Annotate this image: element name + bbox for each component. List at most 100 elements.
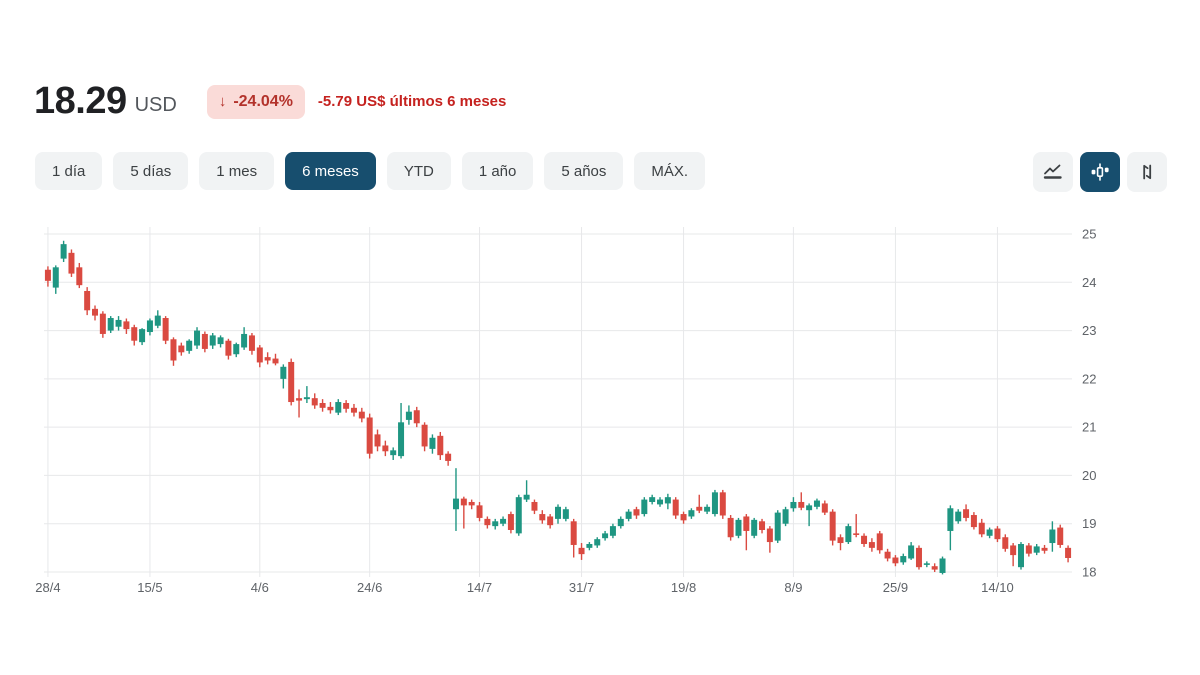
candle <box>366 413 373 459</box>
candle <box>813 498 820 510</box>
candle <box>1025 543 1032 557</box>
candle <box>633 506 640 519</box>
candle <box>248 332 255 355</box>
candle <box>547 514 554 529</box>
x-axis-label: 4/6 <box>251 580 269 595</box>
range-button-1-ano[interactable]: 1 año <box>461 152 534 190</box>
candle <box>484 516 491 529</box>
y-axis-label: 23 <box>1082 323 1096 338</box>
candle <box>296 389 303 418</box>
candle <box>264 352 271 365</box>
candle <box>186 339 193 354</box>
price-currency: USD <box>134 94 177 116</box>
candle <box>139 328 146 346</box>
candle <box>256 345 263 368</box>
candle <box>194 327 201 349</box>
candle <box>609 523 616 539</box>
candle <box>617 516 624 529</box>
candle <box>680 511 687 524</box>
candle <box>201 331 208 353</box>
candle <box>335 399 342 416</box>
range-button-6-meses[interactable]: 6 meses <box>285 152 376 190</box>
candle <box>288 358 295 406</box>
candle <box>555 504 561 524</box>
candle <box>107 316 114 333</box>
candle <box>900 553 907 565</box>
candle <box>507 511 514 534</box>
candle <box>531 499 538 515</box>
candle <box>52 265 59 294</box>
candle <box>570 518 577 558</box>
x-axis-label: 8/9 <box>784 580 802 595</box>
y-axis-label: 21 <box>1082 420 1096 435</box>
candle <box>790 497 797 512</box>
candle <box>751 517 758 539</box>
chart-toolbar-row: 1 día 5 días 1 mes 6 meses YTD 1 año 5 años MÁX… <box>35 152 1167 192</box>
candle <box>594 537 601 548</box>
candle <box>711 489 718 517</box>
candlestick-chart-button[interactable] <box>1080 152 1120 192</box>
candle <box>311 393 318 409</box>
candle <box>939 556 946 575</box>
candle <box>429 434 436 454</box>
candle <box>1041 544 1048 554</box>
candle <box>892 555 899 567</box>
range-button-5-anos[interactable]: 5 años <box>544 152 624 190</box>
candle <box>931 563 938 572</box>
x-axis-label: 31/7 <box>569 580 594 595</box>
candle <box>688 508 695 519</box>
candle <box>68 249 75 277</box>
candle <box>162 316 169 345</box>
y-axis-label: 25 <box>1082 227 1096 242</box>
candle <box>578 543 585 560</box>
chart-area: 25 24 23 22 21 20 19 18 28/4 15/5 4/6 24/6 14/7 31/7 1… <box>0 213 1200 625</box>
candle <box>837 534 844 551</box>
candle <box>955 509 962 524</box>
x-axis-label: 15/5 <box>137 580 162 595</box>
candle <box>523 480 530 502</box>
y-axis-label: 24 <box>1082 275 1096 290</box>
candle <box>798 492 805 511</box>
candle <box>413 406 420 428</box>
candle <box>178 342 185 356</box>
range-button-ytd[interactable]: YTD <box>386 152 451 190</box>
candle <box>1033 543 1040 556</box>
range-button-1-mes[interactable]: 1 mes <box>199 152 275 190</box>
candle <box>861 533 868 547</box>
range-button-max[interactable]: MÁX. <box>634 152 706 190</box>
candle <box>664 493 671 510</box>
candle <box>915 545 922 570</box>
candle <box>1017 542 1024 570</box>
candle <box>727 515 734 541</box>
change-percent: -24.04% <box>233 92 293 110</box>
candle <box>719 489 726 519</box>
change-summary: -5.79 US$ últimos 6 meses <box>317 93 507 110</box>
candle <box>154 310 161 329</box>
candle <box>970 512 977 530</box>
candle <box>131 324 138 346</box>
x-axis-label: 24/6 <box>357 580 382 595</box>
range-button-1-dia[interactable]: 1 día <box>35 152 103 190</box>
candle <box>602 530 609 541</box>
candle <box>515 494 522 536</box>
candle <box>884 548 891 562</box>
candle <box>947 505 954 551</box>
line-chart-button[interactable] <box>1033 152 1073 192</box>
y-axis-label: 20 <box>1082 468 1096 483</box>
candlestick-chart: 25 24 23 22 21 20 19 18 28/4 15/5 4/6 24/6 14/7 31/7 1… <box>35 227 1096 596</box>
candle <box>76 262 83 289</box>
candle <box>445 451 452 466</box>
range-button-5-dias[interactable]: 5 días <box>113 152 189 190</box>
candle <box>649 494 656 505</box>
candle <box>327 402 334 414</box>
candle <box>350 403 357 417</box>
updown-arrows-button[interactable] <box>1127 152 1167 192</box>
candle <box>994 526 1001 543</box>
candle <box>358 407 365 423</box>
candle <box>303 386 310 403</box>
candle <box>225 338 232 360</box>
candle <box>146 318 153 336</box>
chart-plot-area[interactable] <box>44 227 1072 577</box>
candle <box>923 561 930 568</box>
